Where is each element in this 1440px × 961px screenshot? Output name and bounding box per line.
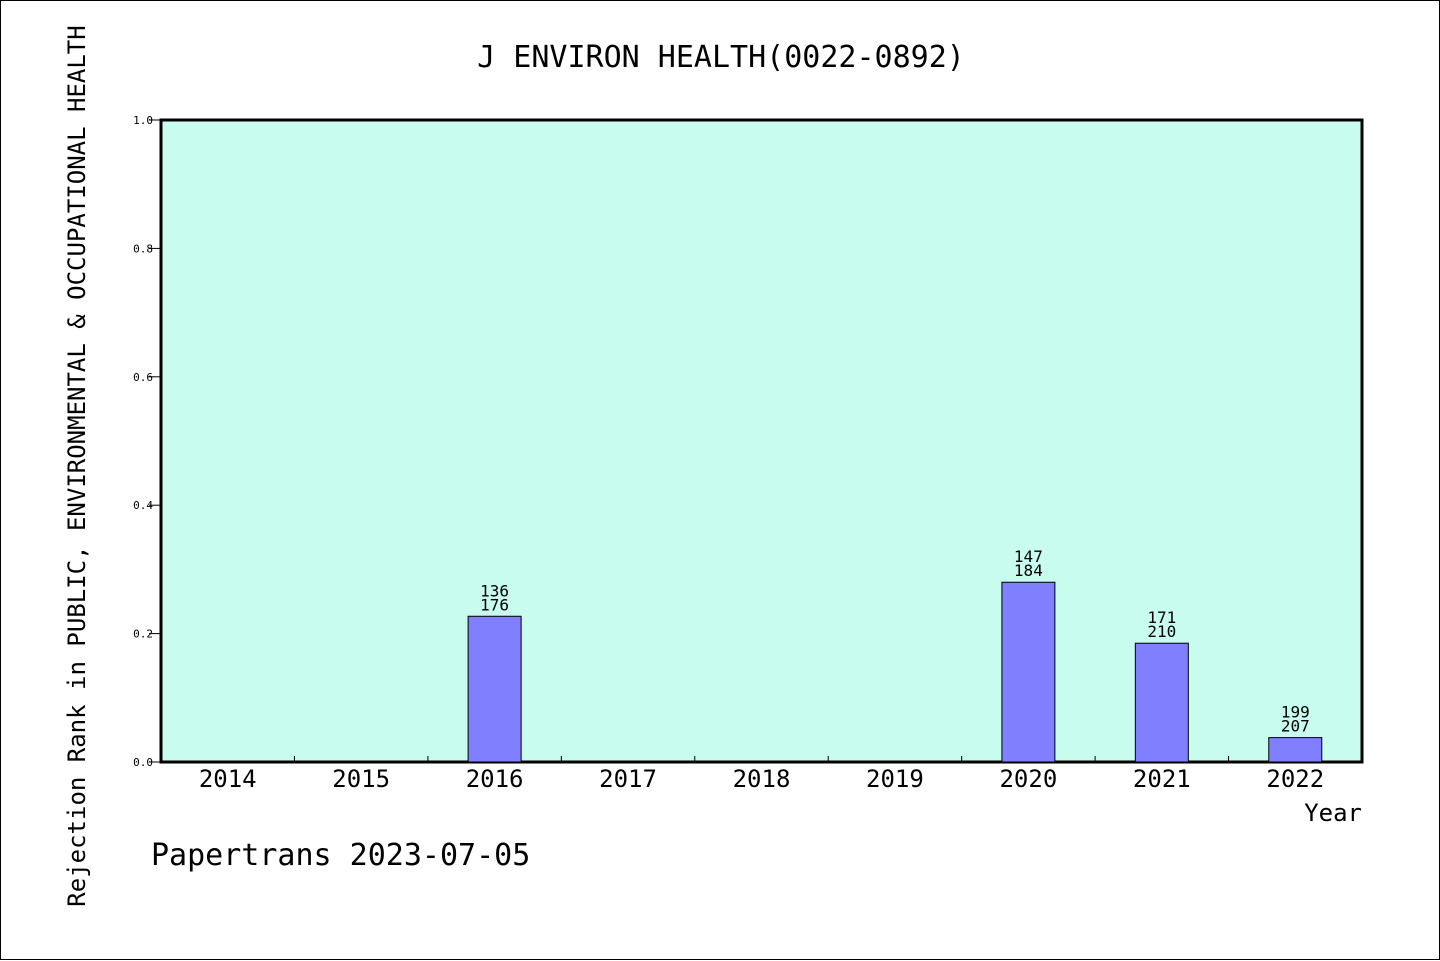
bar-label-top: 199 xyxy=(1281,703,1310,722)
y-tick-label: 0.0 xyxy=(133,756,153,769)
y-tick-label: 0.6 xyxy=(133,371,153,384)
bars-group xyxy=(467,581,1323,763)
y-tick-label: 0.2 xyxy=(133,628,153,641)
bar-2022 xyxy=(1268,737,1323,763)
bar-label-bottom: 210 xyxy=(1147,622,1176,641)
x-axis-label: Year xyxy=(1304,799,1362,827)
x-tick-label: 2017 xyxy=(599,765,657,793)
x-tick-label: 2015 xyxy=(332,765,390,793)
y-tick-label: 0.4 xyxy=(133,499,153,512)
x-tick-label: 2020 xyxy=(999,765,1057,793)
x-axis-ticks: 2014 2015 2016 2017 2018 2019 2020 2021 2022 xyxy=(199,756,1324,793)
bar-2021 xyxy=(1134,642,1189,763)
bar-label-top: 136 xyxy=(480,581,509,600)
chart-title: J ENVIRON HEALTH(0022-0892) xyxy=(477,40,965,75)
x-tick-label: 2019 xyxy=(866,765,924,793)
bar-label-bottom: 184 xyxy=(1014,561,1043,580)
y-tick-label: 0.8 xyxy=(133,242,153,255)
bar-label-top: 147 xyxy=(1014,547,1043,566)
bar-label-bottom: 176 xyxy=(480,595,509,614)
x-tick-label: 2018 xyxy=(733,765,791,793)
y-tick-label: 1.0 xyxy=(133,114,153,127)
bar-2020 xyxy=(1001,581,1056,763)
y-axis-label: Rejection Rank in PUBLIC, ENVIRONMENTAL … xyxy=(63,25,91,906)
bar-label-bottom: 207 xyxy=(1281,717,1310,736)
bar-2016 xyxy=(467,615,522,763)
x-tick-label: 2014 xyxy=(199,765,257,793)
bar-label-top: 171 xyxy=(1147,608,1176,627)
x-tick-label: 2022 xyxy=(1266,765,1324,793)
x-tick-label: 2021 xyxy=(1133,765,1191,793)
x-tick-label: 2016 xyxy=(466,765,524,793)
footer-credit: Papertrans 2023-07-05 xyxy=(151,838,530,873)
y-axis-ticks: 0.0 0.2 0.4 0.6 0.8 1.0 xyxy=(133,114,161,769)
